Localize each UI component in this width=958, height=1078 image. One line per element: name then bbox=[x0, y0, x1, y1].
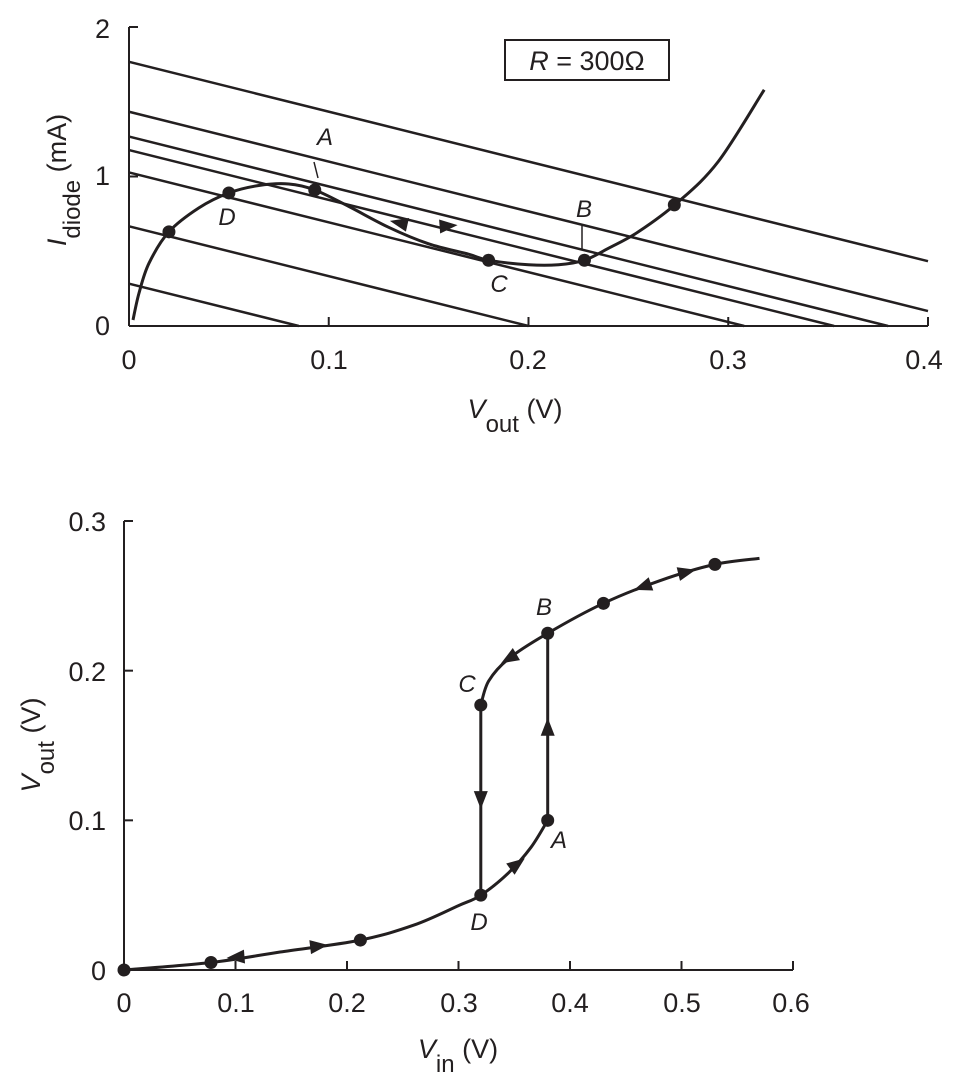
label-leader-A bbox=[313, 161, 319, 179]
top-operating-point bbox=[482, 253, 496, 267]
top-x-tick-label: 0.2 bbox=[509, 345, 547, 375]
top-x-tick-label: 0.1 bbox=[310, 345, 348, 375]
jump-arrow bbox=[540, 717, 555, 736]
bottom-x-axis-label: Vin (V) bbox=[418, 1034, 498, 1078]
top-y-tick-label: 0 bbox=[95, 311, 110, 341]
bottom-point-label-A: A bbox=[549, 827, 567, 854]
top-point-label-C: C bbox=[490, 271, 508, 298]
bottom-operating-point bbox=[541, 626, 555, 640]
branch-arrow bbox=[506, 858, 525, 875]
upper-branch-curve bbox=[479, 556, 760, 706]
bottom-y-tick-label: 0 bbox=[91, 956, 106, 986]
bottom-x-tick-label: 0.1 bbox=[217, 988, 255, 1018]
diode-iv-curve bbox=[131, 88, 766, 321]
top-operating-point bbox=[577, 253, 591, 267]
bottom-operating-point bbox=[596, 596, 610, 610]
bottom-y-tick-label: 0.3 bbox=[68, 507, 106, 537]
bottom-operating-point bbox=[474, 698, 488, 712]
load-line bbox=[128, 225, 529, 328]
bottom-operating-point bbox=[708, 557, 722, 571]
top-point-label-D: D bbox=[218, 204, 235, 231]
branch-arrow bbox=[633, 577, 654, 591]
bottom-x-tick-label: 0.3 bbox=[440, 988, 478, 1018]
load-line bbox=[128, 135, 889, 328]
bottom-point-label-C: C bbox=[458, 671, 476, 698]
bottom-operating-point bbox=[117, 963, 131, 977]
load-line bbox=[128, 60, 929, 263]
bottom-x-tick-label: 0.2 bbox=[328, 988, 366, 1018]
bottom-point-label-B: B bbox=[536, 594, 552, 621]
top-point-label-B: B bbox=[576, 196, 592, 223]
top-operating-point bbox=[222, 186, 236, 200]
branch-arrow bbox=[500, 648, 520, 664]
bottom-operating-point bbox=[474, 888, 488, 902]
load-line bbox=[128, 282, 300, 328]
bottom-x-tick-label: 0.6 bbox=[772, 988, 810, 1018]
branch-arrow bbox=[676, 567, 696, 581]
top-x-tick-label: 0 bbox=[121, 345, 136, 375]
branch-arrow bbox=[226, 949, 246, 964]
top-operating-point bbox=[308, 183, 322, 197]
bottom-x-tick-label: 0.5 bbox=[663, 988, 701, 1018]
resistance-annotation: R = 300Ω bbox=[529, 46, 645, 76]
bottom-point-label-D: D bbox=[470, 909, 487, 936]
jump-arrow bbox=[473, 791, 488, 810]
bottom-x-tick-label: 0.4 bbox=[551, 988, 589, 1018]
top-x-axis-label: Vout (V) bbox=[468, 394, 563, 438]
top-x-tick-label: 0.3 bbox=[709, 345, 747, 375]
top-x-tick-label: 0.4 bbox=[905, 345, 943, 375]
bottom-x-tick-label: 0 bbox=[116, 988, 131, 1018]
bottom-y-tick-label: 0.1 bbox=[68, 806, 106, 836]
top-direction-arrow bbox=[439, 219, 458, 234]
top-point-label-A: A bbox=[315, 124, 333, 151]
bottom-y-axis-label: Vout (V) bbox=[16, 698, 60, 793]
top-y-tick-label: 2 bbox=[95, 14, 110, 44]
bottom-operating-point bbox=[541, 813, 555, 827]
resistance-annotation-box bbox=[504, 39, 670, 81]
bottom-chart: 0 0.1 0.2 0.3 0.4 0.5 0.6 0 0.1 0.2 0.3 … bbox=[16, 507, 810, 1078]
branch-arrow bbox=[309, 940, 329, 955]
top-chart: 0 0.1 0.2 0.3 0.4 0 1 2 Vout (V) Idiode … bbox=[42, 14, 943, 438]
top-operating-point bbox=[667, 198, 681, 212]
bottom-y-tick-label: 0.2 bbox=[68, 657, 106, 687]
load-line bbox=[128, 148, 835, 328]
load-line bbox=[128, 110, 929, 313]
bottom-operating-point bbox=[353, 933, 367, 947]
top-y-tick-label: 1 bbox=[95, 161, 110, 191]
top-operating-point bbox=[162, 225, 176, 239]
top-y-axis-label: Idiode (mA) bbox=[42, 114, 86, 246]
top-direction-arrow bbox=[389, 217, 409, 232]
bottom-operating-point bbox=[204, 956, 218, 970]
